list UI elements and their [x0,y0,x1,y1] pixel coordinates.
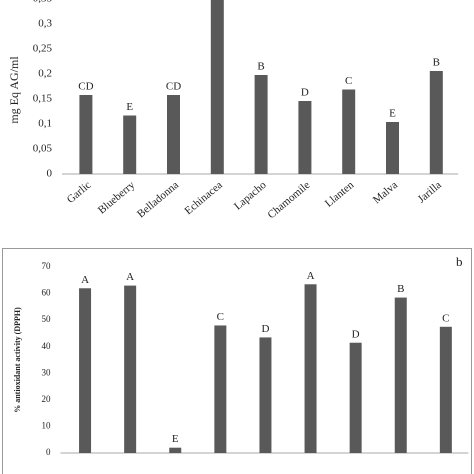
y-tick-label: 20 [42,394,52,404]
significance-letter: A [126,271,134,283]
y-tick-label: 0,1 [38,118,52,130]
bar [304,284,317,453]
bar [214,325,227,453]
y-tick-label: 60 [42,288,52,298]
significance-letter: E [126,101,133,113]
y-tick-label: 40 [42,341,52,351]
significance-letter: C [345,75,352,87]
y-tick-label: 0,15 [33,93,53,105]
y-axis-label: mg Eq AG/ml [7,56,21,124]
bar [429,71,443,174]
y-tick-label: 0,05 [33,143,53,155]
significance-letter: D [352,328,360,340]
significance-letter: B [433,57,440,69]
y-tick-label: 0 [47,168,53,180]
panel-frame [2,248,472,474]
x-tick-label: Blueberry [96,179,138,217]
bar [124,285,137,453]
significance-letter: D [301,87,309,99]
y-tick-label: 0,35 [33,0,53,5]
significance-letter: D [261,323,269,335]
y-tick-label: 50 [42,314,52,324]
x-tick-label: Garlic [65,179,94,206]
significance-letter: A [307,270,315,282]
bar [123,115,137,174]
significance-letter: B [257,61,264,73]
significance-letter: B [397,283,404,295]
bar [342,89,356,174]
bar [169,447,182,453]
significance-letter: C [217,311,224,323]
x-tick-label: Echinacea [183,179,225,217]
bar [167,95,180,174]
x-tick-label: Jarilla [416,179,444,206]
bar [79,288,92,453]
significance-letter: A [81,274,89,286]
y-axis-label: % antioxidant activity (DPPH) [13,307,22,413]
x-tick-label: Lapacho [232,179,269,213]
y-tick-label: 0 [46,447,51,457]
bar [349,342,362,453]
panel-label: b [456,254,463,269]
bar [254,75,268,174]
y-tick-label: 70 [42,261,52,271]
y-tick-label: 30 [42,367,52,377]
x-tick-label: Llanten [323,179,357,210]
significance-letter: CD [166,81,181,93]
x-tick-label: Malva [371,179,400,206]
bar [439,326,452,453]
y-tick-label: 0,2 [38,68,52,80]
x-tick-label: Belladonna [135,179,181,220]
bar [210,0,224,174]
y-tick-label: 10 [42,420,52,430]
y-tick-label: 0,3 [38,18,52,30]
significance-letter: E [389,108,396,120]
y-tick-label: 0,25 [33,43,53,55]
significance-letter: CD [78,81,93,93]
bar [79,95,93,174]
significance-letter: C [442,312,449,324]
bar [386,122,399,174]
bar [394,297,407,453]
x-tick-label: Chamomile [265,179,312,221]
significance-letter: E [172,433,179,445]
bar [259,337,272,453]
bar [298,101,312,174]
